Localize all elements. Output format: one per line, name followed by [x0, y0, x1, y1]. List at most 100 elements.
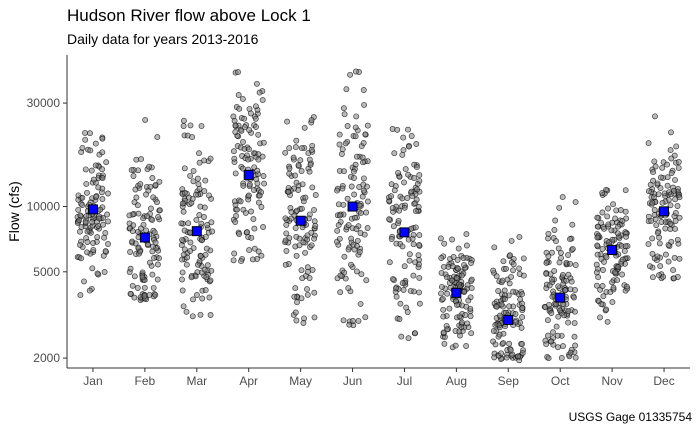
daily-point: [593, 282, 600, 289]
daily-point: [416, 232, 423, 239]
daily-point: [245, 192, 252, 199]
daily-point: [103, 159, 110, 166]
daily-point: [258, 204, 265, 210]
daily-point: [651, 207, 658, 213]
daily-point: [255, 156, 262, 163]
daily-point: [619, 271, 626, 278]
daily-point: [179, 269, 186, 276]
daily-point: [246, 181, 253, 188]
daily-point: [235, 92, 242, 98]
daily-point: [137, 181, 144, 188]
daily-point: [549, 293, 556, 300]
daily-point: [562, 287, 569, 294]
daily-point: [359, 193, 366, 200]
daily-point: [492, 322, 499, 329]
daily-point: [234, 206, 240, 213]
daily-point: [190, 178, 197, 185]
daily-point: [104, 211, 111, 218]
mean-point: [139, 232, 150, 243]
daily-point: [84, 249, 91, 256]
daily-point: [99, 175, 106, 182]
daily-point: [179, 256, 186, 263]
daily-point: [449, 277, 455, 284]
daily-point: [179, 200, 186, 207]
daily-point: [508, 237, 515, 244]
daily-point: [252, 115, 259, 122]
daily-point: [93, 193, 99, 200]
daily-point: [649, 250, 656, 257]
daily-point: [603, 254, 610, 261]
daily-point: [571, 294, 577, 301]
daily-point: [571, 308, 578, 315]
daily-point: [649, 199, 656, 206]
daily-point: [254, 167, 261, 174]
daily-point: [282, 149, 289, 156]
daily-point: [336, 141, 343, 148]
daily-point: [206, 294, 213, 301]
daily-point: [411, 175, 418, 181]
daily-point: [668, 238, 675, 245]
daily-point: [553, 238, 559, 245]
daily-point: [230, 148, 237, 155]
daily-point: [139, 274, 146, 281]
daily-point: [283, 221, 290, 228]
daily-point: [463, 303, 470, 310]
daily-point: [339, 146, 346, 153]
daily-point: [556, 204, 563, 211]
daily-point: [610, 201, 617, 208]
daily-point: [545, 230, 552, 237]
daily-point: [292, 144, 299, 151]
daily-point: [599, 245, 606, 252]
daily-point: [647, 181, 654, 188]
daily-point: [363, 277, 370, 284]
daily-point: [416, 274, 423, 281]
daily-point: [246, 247, 253, 254]
daily-point: [292, 285, 299, 292]
daily-point: [557, 307, 564, 314]
daily-point: [337, 272, 344, 279]
daily-point: [336, 212, 343, 219]
daily-point: [193, 216, 200, 223]
daily-point: [258, 252, 265, 259]
daily-point: [345, 285, 352, 292]
daily-point: [95, 222, 102, 229]
daily-point: [649, 235, 656, 242]
daily-point: [391, 187, 398, 194]
daily-point: [181, 165, 188, 172]
y-tick-label: 5000: [33, 265, 60, 279]
daily-point: [664, 182, 671, 189]
daily-point: [468, 330, 475, 337]
daily-point: [388, 236, 395, 242]
daily-point: [154, 276, 161, 283]
daily-point: [496, 331, 503, 338]
daily-point: [458, 272, 465, 279]
daily-point: [181, 246, 188, 253]
daily-point: [516, 233, 523, 240]
daily-point: [148, 205, 154, 212]
daily-point: [400, 134, 407, 141]
daily-point: [197, 311, 204, 318]
daily-point: [464, 320, 471, 327]
daily-point: [128, 167, 135, 174]
daily-point: [361, 231, 368, 238]
daily-point: [393, 293, 400, 300]
daily-point: [619, 256, 626, 263]
daily-point: [105, 218, 111, 225]
daily-point: [240, 139, 246, 145]
daily-point: [546, 282, 553, 289]
daily-point: [340, 105, 347, 112]
daily-point: [154, 134, 161, 141]
daily-point: [652, 163, 659, 170]
mean-point: [451, 287, 462, 298]
daily-point: [599, 283, 606, 289]
daily-point: [311, 314, 318, 321]
daily-point: [292, 172, 299, 179]
daily-point: [248, 234, 255, 241]
daily-point: [593, 269, 600, 276]
x-tick-label: Mar: [186, 374, 207, 388]
daily-point: [345, 222, 352, 229]
daily-point: [605, 221, 612, 228]
daily-point: [668, 170, 675, 176]
daily-point: [654, 180, 661, 187]
daily-point: [438, 290, 444, 297]
